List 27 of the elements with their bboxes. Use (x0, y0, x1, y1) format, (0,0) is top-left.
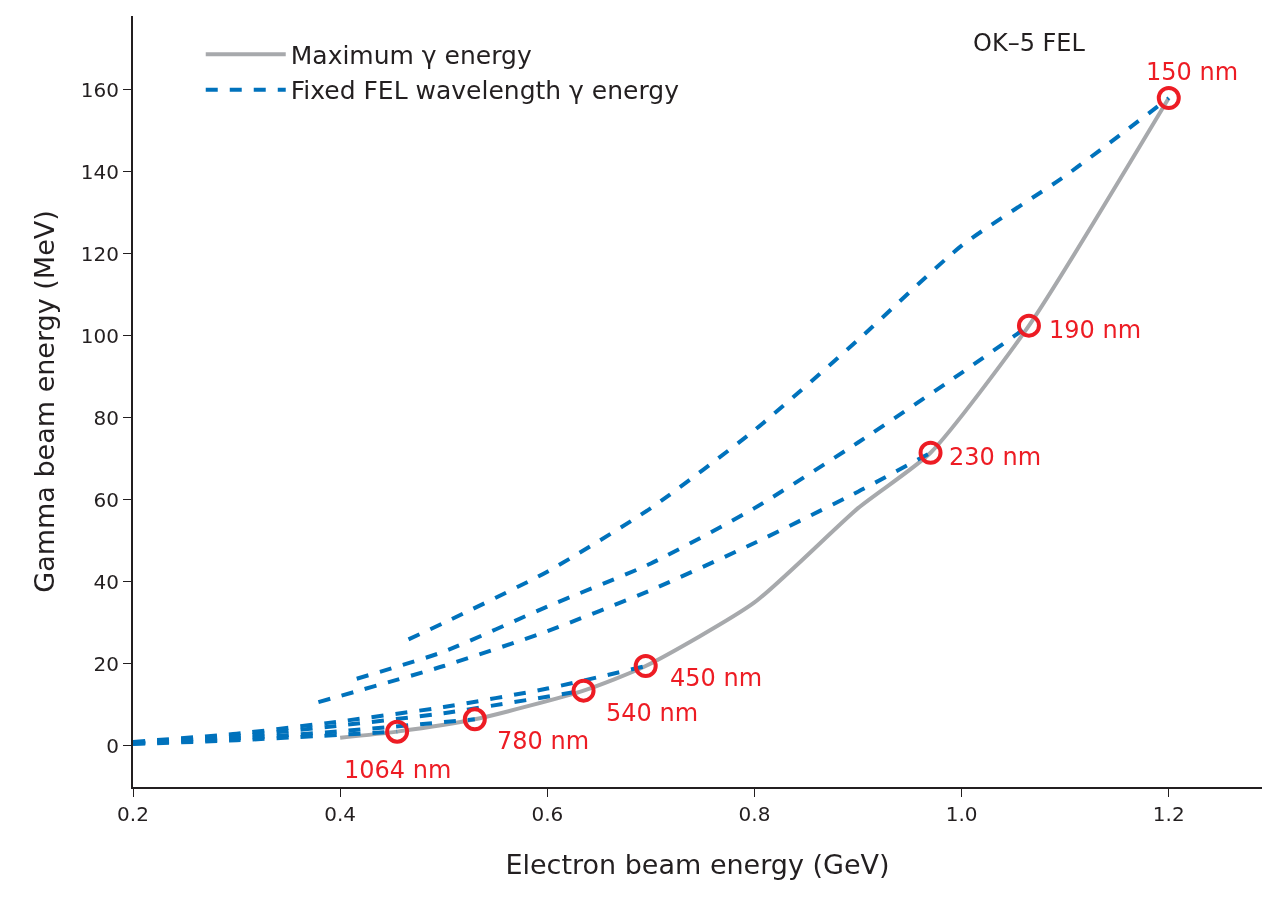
legend-label: Fixed FEL wavelength γ energy (290, 76, 680, 106)
annotation: 150 nm (1146, 58, 1239, 86)
annotation: 1064 nm (344, 756, 452, 784)
annotation: OK–5 FEL (973, 29, 1086, 57)
annotation: 780 nm (497, 727, 590, 755)
annotation: 540 nm (606, 699, 699, 727)
x-tick-label: 0.6 (531, 802, 564, 826)
y-tick-label: 100 (80, 323, 119, 348)
y-tick-label: 140 (80, 159, 119, 184)
y-tick-label: 60 (93, 487, 119, 512)
y-axis-title: Gamma beam energy (MeV) (29, 210, 61, 593)
x-tick-label: 1.2 (1152, 802, 1185, 826)
y-tick-label: 80 (93, 405, 119, 430)
y-tick-label: 40 (93, 569, 119, 594)
y-tick-label: 0 (106, 733, 119, 758)
annotation: 230 nm (949, 443, 1042, 471)
legend-label: Maximum γ energy (290, 40, 532, 70)
annotation: 190 nm (1049, 316, 1142, 344)
y-tick-label: 20 (93, 651, 119, 676)
x-axis-title: Electron beam energy (GeV) (505, 848, 890, 880)
y-tick-label: 160 (80, 77, 119, 102)
x-tick-label: 0.4 (324, 802, 357, 826)
x-tick-label: 0.8 (738, 802, 771, 826)
annotation: 450 nm (670, 664, 763, 692)
x-tick-label: 0.2 (117, 802, 149, 826)
x-tick-label: 1.0 (945, 802, 978, 826)
y-tick-label: 120 (80, 241, 119, 266)
